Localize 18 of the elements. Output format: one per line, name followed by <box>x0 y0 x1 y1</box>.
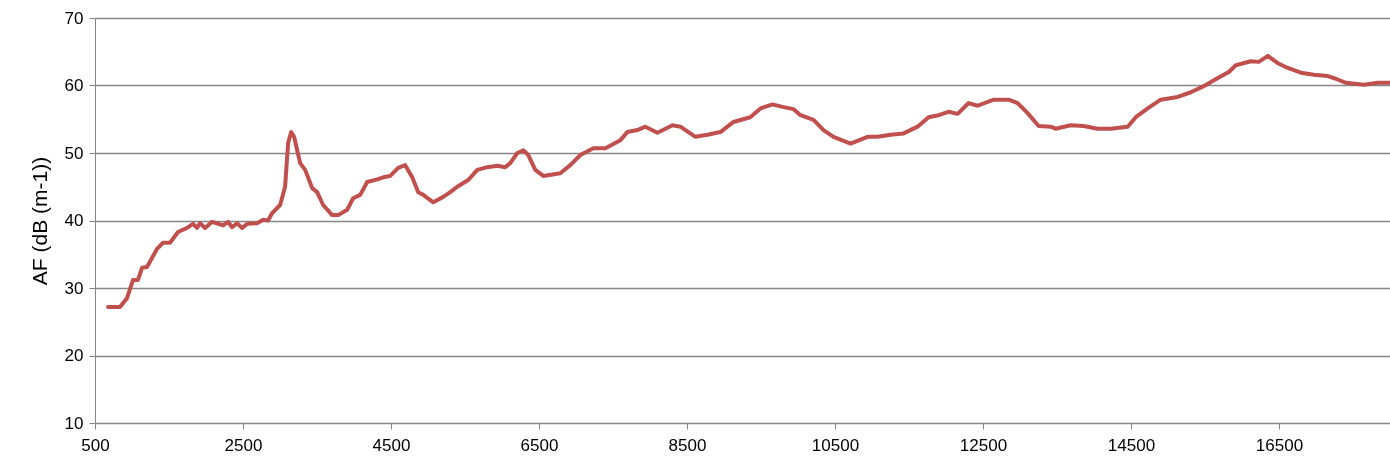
y-tick-label: 50 <box>64 143 84 163</box>
x-tick-label: 16500 <box>1255 435 1304 455</box>
y-tick-label: 20 <box>64 346 84 365</box>
x-tick-label: 10500 <box>811 435 860 455</box>
x-tick-label: 8500 <box>668 435 707 455</box>
x-tick-label: 4500 <box>372 435 411 455</box>
x-tick-label: 500 <box>81 435 110 455</box>
y-tick-label: 70 <box>64 8 84 28</box>
line-series <box>106 53 1390 309</box>
y-tick-label: 60 <box>64 76 84 95</box>
y-tick-label: 30 <box>64 278 84 298</box>
x-tick-label: 14500 <box>1107 435 1156 455</box>
x-tick-label: 12500 <box>959 435 1008 455</box>
y-tick-label: 40 <box>64 211 84 230</box>
y-tick-label: 10 <box>64 413 84 433</box>
y-axis-title: AF (dB (m-1)) <box>27 156 51 286</box>
x-tick-label: 2500 <box>224 435 263 455</box>
x-tick-label: 6500 <box>520 435 559 455</box>
